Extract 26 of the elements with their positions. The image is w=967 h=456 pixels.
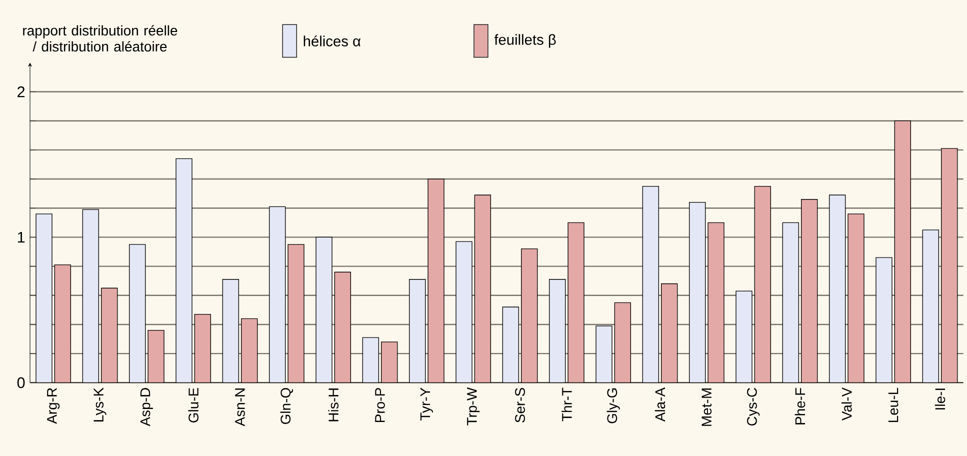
- x-tick-label: Gln-Q: [280, 388, 294, 424]
- y-axis-title: rapport distribution réelle / distribution aléatoire: [23, 25, 178, 52]
- x-tick-label: Leu-L: [888, 388, 898, 422]
- x-tick-label: Ala-A: [654, 387, 666, 422]
- x-tick-label: Cys-C: [747, 388, 760, 426]
- x-tick-label: Pro-P: [375, 388, 385, 422]
- y-tick-label: 2: [18, 86, 25, 98]
- x-tick-label: Phe-F: [794, 388, 806, 424]
- x-tick-label: Asp-D: [140, 388, 153, 426]
- x-tick-label: Ser-S: [515, 388, 525, 423]
- x-tick-label: Val-V: [842, 387, 852, 420]
- x-tick-label: Tyr-Y: [420, 388, 433, 420]
- x-tick-label: Lys-K: [94, 388, 106, 422]
- x-tick-label: His-H: [328, 388, 338, 422]
- x-tick-label: Trp-W: [467, 387, 480, 426]
- x-tick-label: Glu-E: [188, 388, 198, 422]
- y-tick-label: 0: [17, 377, 25, 388]
- y-tick-label: 1: [18, 232, 25, 242]
- x-tick-label: Asn-N: [235, 388, 245, 426]
- x-tick-label: Ile-I: [934, 388, 946, 410]
- x-tick-label: Met-M: [702, 388, 712, 426]
- legend-label: hélices α: [304, 35, 361, 46]
- x-tick-label: Arg-R: [47, 388, 60, 424]
- x-tick-label: Gly-G: [606, 388, 620, 424]
- legend-label: feuillets β: [494, 34, 556, 48]
- x-tick-label: Thr-T: [562, 388, 572, 422]
